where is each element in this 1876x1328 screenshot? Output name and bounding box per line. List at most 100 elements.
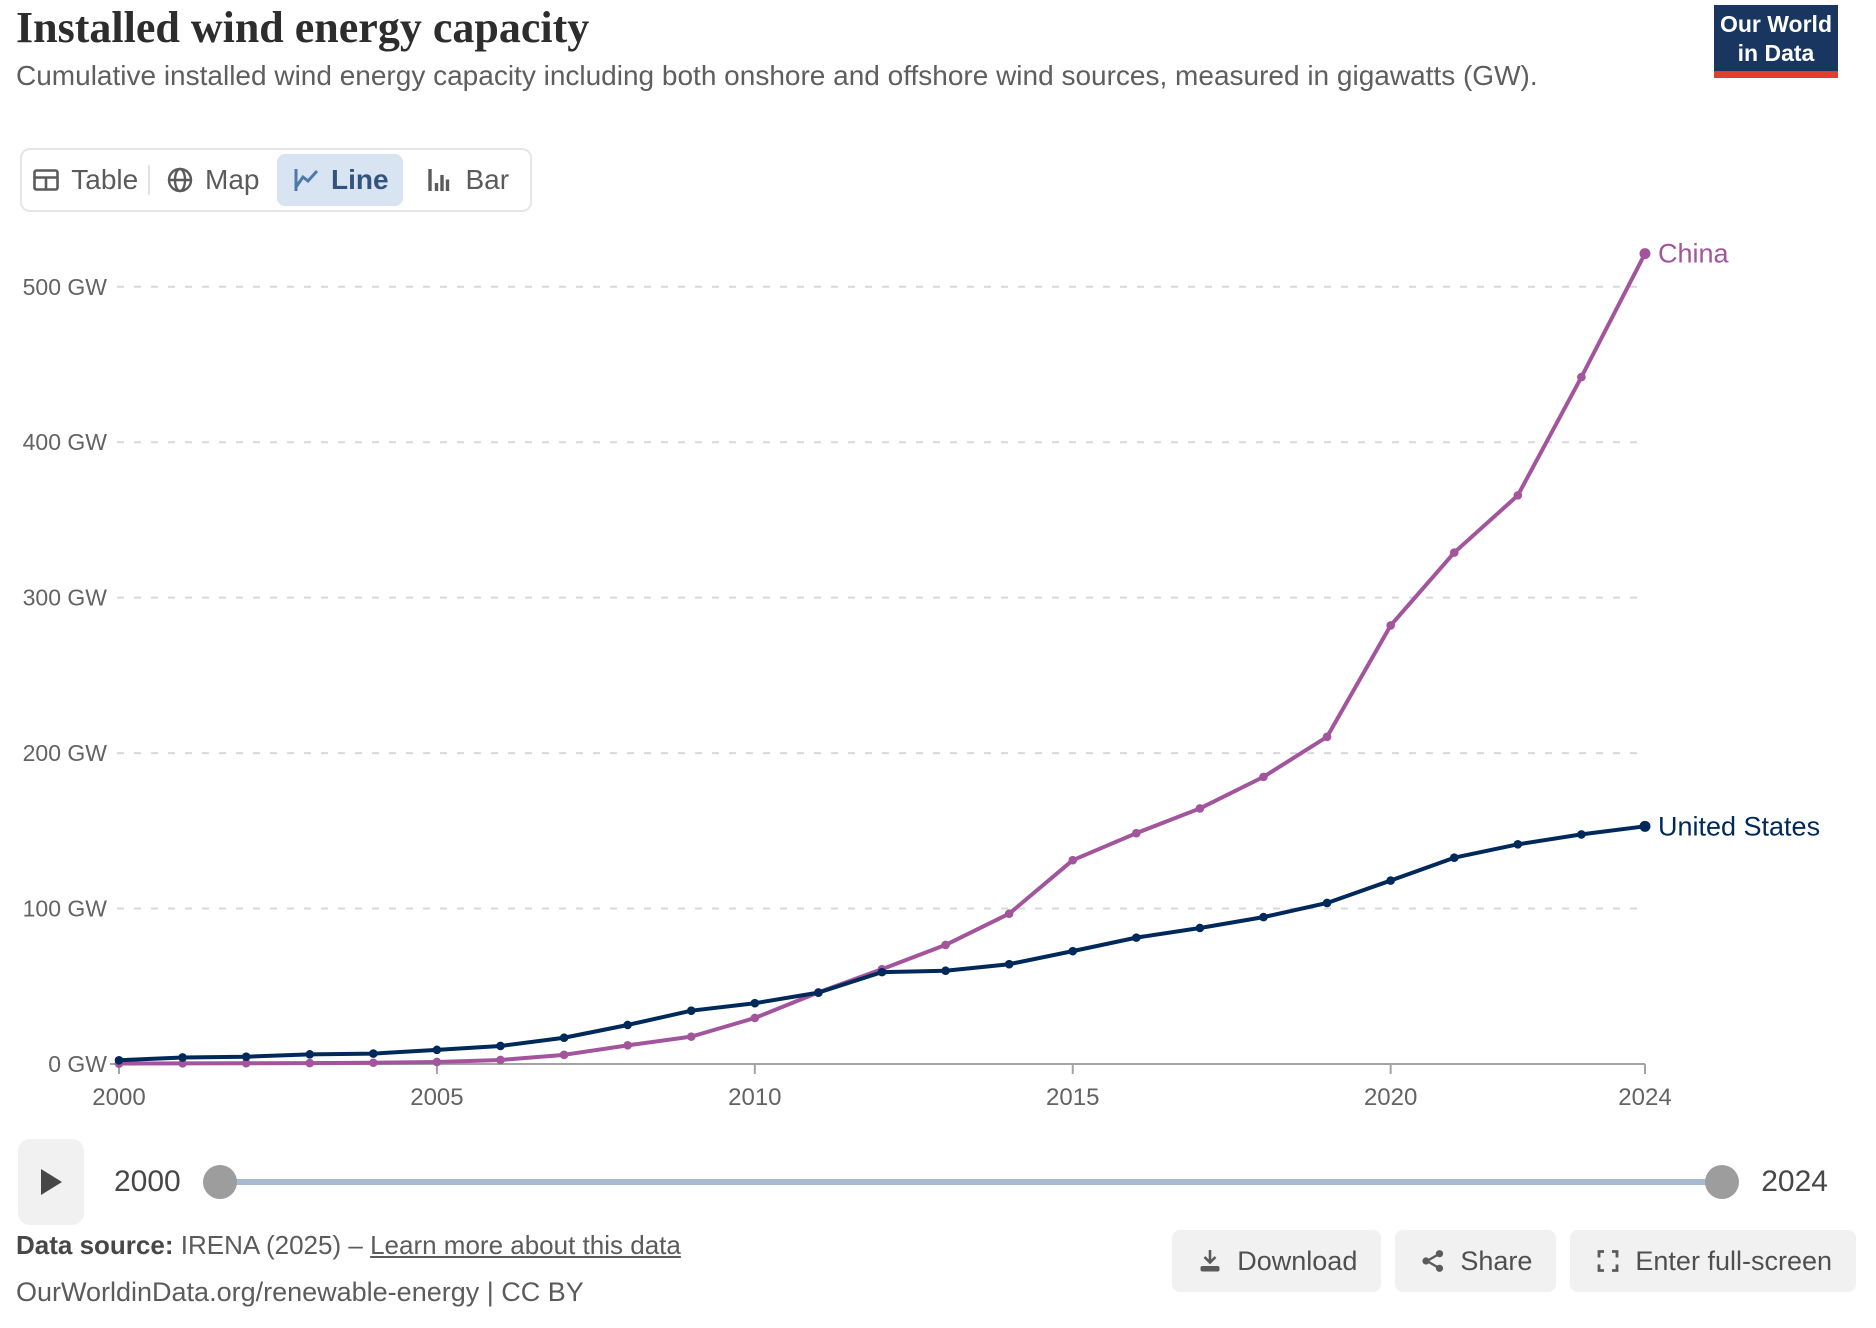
series-label-china[interactable]: China <box>1658 239 1730 269</box>
data-point-united-states <box>686 1006 696 1015</box>
data-point-china <box>1132 828 1141 838</box>
timeline-handle-end[interactable] <box>1705 1165 1740 1199</box>
fullscreen-button[interactable]: Enter full-screen <box>1570 1230 1856 1292</box>
data-point-china <box>496 1055 505 1065</box>
page-subtitle: Cumulative installed wind energy capacit… <box>16 60 1538 91</box>
tab-map-label: Map <box>205 164 260 195</box>
share-icon <box>1422 1250 1444 1272</box>
data-point-united-states <box>1259 912 1268 922</box>
series-line-united-states[interactable] <box>117 824 1647 1063</box>
tab-bar[interactable]: Bar <box>405 150 531 210</box>
data-point-united-states <box>1004 959 1014 969</box>
data-point-united-states <box>1639 820 1651 832</box>
data-point-united-states <box>623 1020 632 1030</box>
x-tick-label: 2000 <box>92 1084 145 1111</box>
data-point-china <box>1195 804 1205 813</box>
data-point-united-states <box>241 1052 251 1061</box>
y-tick-label: 300 GW <box>23 585 108 611</box>
data-point-china <box>241 1058 251 1068</box>
citation-line: OurWorldinData.org/renewable-energy | CC… <box>16 1277 584 1307</box>
x-tick-label: 2010 <box>728 1084 781 1111</box>
data-point-china <box>941 940 950 950</box>
data-point-united-states <box>1322 898 1332 908</box>
share-button-label: Share <box>1460 1245 1533 1276</box>
page-title: Installed wind energy capacity <box>16 3 590 52</box>
data-point-china <box>1322 732 1332 742</box>
download-icon <box>1200 1250 1220 1272</box>
series-line-china[interactable] <box>117 251 1647 1066</box>
y-tick-label: 500 GW <box>23 274 108 300</box>
timeline-start-label[interactable]: 2000 <box>114 1165 181 1198</box>
download-button-label: Download <box>1237 1245 1358 1276</box>
x-tick-label: 2020 <box>1364 1084 1417 1111</box>
timeline-handle-start[interactable] <box>202 1165 237 1199</box>
data-source-label: Data source: <box>16 1230 174 1260</box>
data-point-china <box>114 1059 124 1068</box>
data-point-china <box>559 1050 569 1060</box>
tab-line[interactable]: Line <box>277 154 403 206</box>
data-point-china <box>623 1041 632 1050</box>
chart-type-tabs: Table Map Line Bar <box>20 148 532 212</box>
owid-logo-line1: Our World <box>1719 11 1832 37</box>
y-tick-label: 0 GW <box>48 1051 107 1077</box>
download-button[interactable]: Download <box>1172 1230 1382 1292</box>
footer: Data source: IRENA (2025) – Learn more a… <box>16 1230 1856 1308</box>
timeline: 2000 2024 <box>18 1139 1828 1225</box>
data-point-united-states <box>305 1050 315 1059</box>
x-tick-label: 2005 <box>410 1084 463 1111</box>
owid-logo[interactable]: Our World in Data <box>1714 5 1838 78</box>
owid-logo-line2: in Data <box>1737 40 1815 66</box>
data-point-united-states <box>814 988 823 997</box>
data-source-line: Data source: IRENA (2025) – Learn more a… <box>16 1230 681 1261</box>
share-button[interactable]: Share <box>1395 1230 1557 1292</box>
data-point-china <box>1639 248 1651 260</box>
timeline-end-label[interactable]: 2024 <box>1761 1165 1828 1198</box>
data-point-united-states <box>750 998 760 1008</box>
data-source-separator: – <box>348 1230 363 1260</box>
data-point-china <box>750 1013 760 1023</box>
data-point-china <box>305 1058 315 1068</box>
data-point-china <box>1449 548 1459 557</box>
data-point-united-states <box>178 1053 187 1062</box>
fullscreen-button-label: Enter full-screen <box>1635 1245 1832 1276</box>
tab-map[interactable]: Map <box>150 150 276 210</box>
data-point-china <box>814 988 823 997</box>
globe-icon <box>167 167 193 193</box>
data-point-china <box>1259 772 1268 782</box>
data-source-value: IRENA (2025) <box>180 1230 342 1260</box>
x-tick-label: 2015 <box>1046 1084 1099 1111</box>
series-label-united-states[interactable]: United States <box>1658 811 1820 841</box>
data-point-china <box>877 964 887 974</box>
x-tick-label: 2024 <box>1618 1084 1671 1111</box>
y-tick-label: 200 GW <box>23 740 108 766</box>
tab-table-label: Table <box>71 164 139 195</box>
data-point-united-states <box>432 1045 442 1055</box>
timeline-slider[interactable] <box>202 1164 1740 1200</box>
data-point-china <box>1513 491 1523 500</box>
data-point-united-states <box>1577 830 1586 839</box>
data-point-united-states <box>1513 840 1523 849</box>
source-block: Data source: IRENA (2025) – Learn more a… <box>16 1230 681 1308</box>
bar-chart-icon <box>428 169 450 191</box>
data-point-china <box>178 1059 187 1068</box>
tab-divider <box>147 165 150 195</box>
data-point-china <box>432 1057 442 1067</box>
y-tick-label: 400 GW <box>23 429 108 455</box>
data-point-china <box>1577 372 1586 382</box>
line-chart-icon <box>294 169 319 191</box>
table-icon <box>33 169 60 191</box>
timeline-track[interactable] <box>218 1179 1724 1185</box>
play-button[interactable] <box>18 1139 84 1225</box>
data-point-china <box>1386 621 1395 630</box>
data-point-united-states <box>1195 923 1205 933</box>
tab-bar-label: Bar <box>465 164 510 195</box>
data-point-united-states <box>1068 946 1078 956</box>
data-point-united-states <box>496 1041 505 1051</box>
data-point-united-states <box>1132 933 1141 942</box>
data-point-united-states <box>1449 853 1459 863</box>
tab-table[interactable]: Table <box>22 150 148 210</box>
learn-more-link[interactable]: Learn more about this data <box>370 1230 681 1260</box>
y-tick-label: 100 GW <box>23 896 108 922</box>
tab-line-label: Line <box>330 164 389 195</box>
